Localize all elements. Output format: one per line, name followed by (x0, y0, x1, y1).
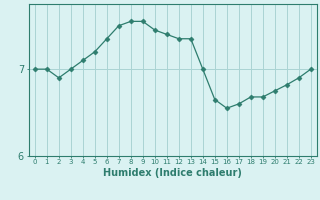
X-axis label: Humidex (Indice chaleur): Humidex (Indice chaleur) (103, 168, 242, 178)
